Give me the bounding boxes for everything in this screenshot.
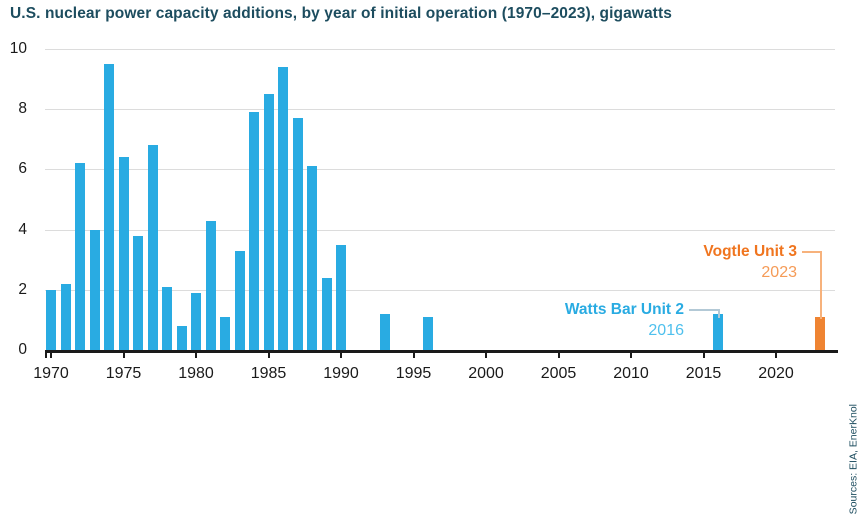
x-tick-label-1980: 1980 (178, 365, 214, 382)
bar-1987 (292, 118, 303, 350)
y-tick-label-4: 4 (18, 220, 27, 238)
x-tick-label-1970: 1970 (33, 365, 69, 382)
bar-1996 (423, 316, 433, 350)
gridline-2 (45, 289, 835, 291)
plot-area (45, 49, 835, 350)
bar-1979 (176, 325, 187, 350)
x-tick-label-2020: 2020 (758, 365, 794, 382)
bar-1988 (307, 166, 317, 350)
chart-title: U.S. nuclear power capacity additions, b… (10, 5, 672, 22)
nuclear-capacity-chart: U.S. nuclear power capacity additions, b… (9, 5, 859, 514)
x-tick-1995 (412, 352, 415, 358)
bar-1974 (104, 64, 114, 350)
y-tick-label-2: 2 (18, 280, 27, 298)
x-tick-1990 (340, 352, 342, 358)
x-tick-label-2000: 2000 (468, 365, 504, 382)
x-tick-2010 (630, 352, 632, 358)
gridline-4 (45, 229, 835, 231)
gridline-10 (45, 49, 835, 50)
x-axis-start-tick (45, 352, 47, 358)
x-tick-1985 (267, 352, 270, 358)
annotation-watts-bar-year: 2016 (648, 322, 684, 339)
bar-1971 (60, 283, 71, 350)
bar-2016 (713, 313, 723, 350)
bar-1985 (263, 94, 274, 350)
x-tick-1980 (195, 352, 197, 358)
bar-1983 (234, 250, 245, 350)
bar-1986 (278, 67, 288, 350)
x-tick-1970 (50, 352, 52, 358)
x-tick-2000 (485, 352, 487, 358)
annotation-vogtle-year: 2023 (761, 264, 797, 281)
x-tick-label-1975: 1975 (105, 365, 142, 382)
bar-1989 (321, 277, 332, 350)
x-axis (45, 350, 838, 353)
x-tick-2005 (557, 352, 560, 358)
x-tick-label-1985: 1985 (250, 365, 287, 382)
x-tick-label-1990: 1990 (323, 365, 359, 382)
bar-1993 (379, 313, 390, 350)
annotation-vogtle-label: Vogtle Unit 3 (703, 243, 797, 260)
annotation-watts-bar-label: Watts Bar Unit 2 (564, 301, 684, 318)
x-tick-label-2015: 2015 (685, 365, 722, 382)
y-tick-label-0: 0 (18, 341, 27, 358)
bar-1990 (336, 244, 346, 350)
bar-1973 (89, 229, 100, 350)
bar-2023 (814, 316, 825, 350)
x-tick-2020 (775, 352, 777, 358)
x-tick-label-2010: 2010 (613, 365, 649, 382)
callout-line-vogtle (802, 251, 822, 319)
x-tick-1975 (122, 352, 125, 358)
y-tick-label-8: 8 (18, 100, 27, 118)
bar-1972 (75, 163, 85, 350)
bar-1977 (147, 145, 158, 350)
x-tick-label-2005: 2005 (540, 365, 577, 382)
annotation-vogtle: Vogtle Unit 3 2023 (573, 242, 797, 281)
gridline-8 (45, 109, 835, 111)
bar-1980 (191, 292, 201, 350)
bar-1976 (133, 235, 143, 350)
y-tick-label-10: 10 (9, 40, 27, 57)
bar-1970 (46, 289, 56, 350)
bar-1978 (162, 286, 172, 350)
callout-line-watts-bar (689, 309, 720, 318)
gridline-6 (45, 169, 835, 171)
bar-1984 (249, 112, 259, 350)
bar-1975 (118, 157, 129, 350)
bar-1982 (220, 316, 230, 350)
source-note: Sources: EIA, EnerKnol (847, 404, 859, 514)
x-tick-label-1995: 1995 (395, 365, 432, 382)
y-tick-label-6: 6 (18, 160, 27, 178)
annotation-watts-bar: Watts Bar Unit 2 2016 (460, 300, 684, 339)
bar-1981 (205, 220, 216, 350)
x-tick-2015 (702, 352, 705, 358)
